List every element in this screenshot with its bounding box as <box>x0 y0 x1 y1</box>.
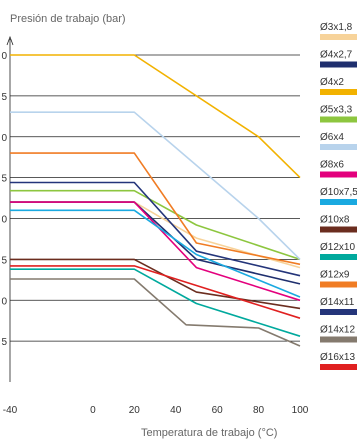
series-line-2 <box>10 54 301 179</box>
legend-label-10: Ø14x11 <box>320 297 355 308</box>
y-tick-label-1: 0 <box>1 296 7 307</box>
x-axis-label: Temperatura de trabajo (°C) <box>141 427 277 439</box>
legend-label-5: Ø8x6 <box>320 160 344 171</box>
legend-swatch-6 <box>320 199 357 205</box>
x-tick-label-6: 100 <box>292 405 309 416</box>
legend-label-4: Ø6x4 <box>320 132 344 143</box>
legend-swatch-1 <box>320 61 357 68</box>
series-line-6 <box>10 209 301 298</box>
legend-label-9: Ø12x9 <box>320 270 350 281</box>
y-tick-label-0: 5 <box>1 337 7 348</box>
legend-label-1: Ø4x2,7 <box>320 50 353 61</box>
legend-swatch-3 <box>320 116 357 123</box>
y-tick-label-4: 5 <box>1 174 7 185</box>
series-line-11 <box>10 278 301 347</box>
legend-swatch-7 <box>320 226 357 233</box>
series-line-0 <box>10 201 301 269</box>
legend: Ø3x1,8 Ø4x2,7 Ø4x2 Ø5x3,3 Ø6x4 Ø8x6 Ø10x7,5 Ø10… <box>320 22 357 370</box>
y-tick-label-6: 5 <box>1 92 7 103</box>
legend-swatch-8 <box>320 254 357 260</box>
y-tick-label-5: 0 <box>1 133 7 144</box>
legend-label-6: Ø10x7,5 <box>320 187 357 198</box>
legend-swatch-0 <box>320 34 357 40</box>
series-line-5 <box>10 201 301 302</box>
tick-labels: -40 0 20 40 60 80 100 5 0 5 0 5 0 5 0 <box>1 51 308 416</box>
y-tick-label-7: 0 <box>1 51 7 62</box>
y-axis-label: Presión de trabajo (bar) <box>10 13 126 25</box>
series-line-3 <box>10 189 301 261</box>
legend-label-0: Ø3x1,8 <box>320 22 353 33</box>
legend-swatch-12 <box>320 364 357 370</box>
legend-label-8: Ø12x10 <box>320 242 355 253</box>
x-tick-label-4: 60 <box>212 405 224 416</box>
legend-swatch-2 <box>320 89 357 95</box>
series-line-7 <box>10 258 301 310</box>
series-line-4 <box>10 111 301 260</box>
legend-label-3: Ø5x3,3 <box>320 105 353 116</box>
x-tick-label-5: 80 <box>253 405 265 416</box>
y-tick-label-2: 5 <box>1 255 7 266</box>
x-tick-label-0: -40 <box>3 405 18 416</box>
series-line-12 <box>10 265 301 319</box>
series-line-8 <box>10 268 301 337</box>
x-tick-label-1: 0 <box>90 405 96 416</box>
legend-label-12: Ø16x13 <box>320 352 355 363</box>
series-lines <box>10 54 301 347</box>
x-tick-label-3: 40 <box>170 405 182 416</box>
legend-swatch-11 <box>320 336 357 343</box>
legend-label-2: Ø4x2 <box>320 77 344 88</box>
y-axis-arrow <box>6 35 14 46</box>
series-line-9 <box>10 152 301 266</box>
x-tick-label-2: 20 <box>129 405 141 416</box>
y-tick-label-3: 0 <box>1 215 7 226</box>
legend-swatch-9 <box>320 281 357 288</box>
legend-swatch-5 <box>320 171 357 178</box>
series-line-10 <box>10 181 301 277</box>
legend-label-11: Ø14x12 <box>320 325 355 336</box>
legend-swatch-10 <box>320 309 357 315</box>
legend-label-7: Ø10x8 <box>320 215 350 226</box>
legend-swatch-4 <box>320 144 357 150</box>
